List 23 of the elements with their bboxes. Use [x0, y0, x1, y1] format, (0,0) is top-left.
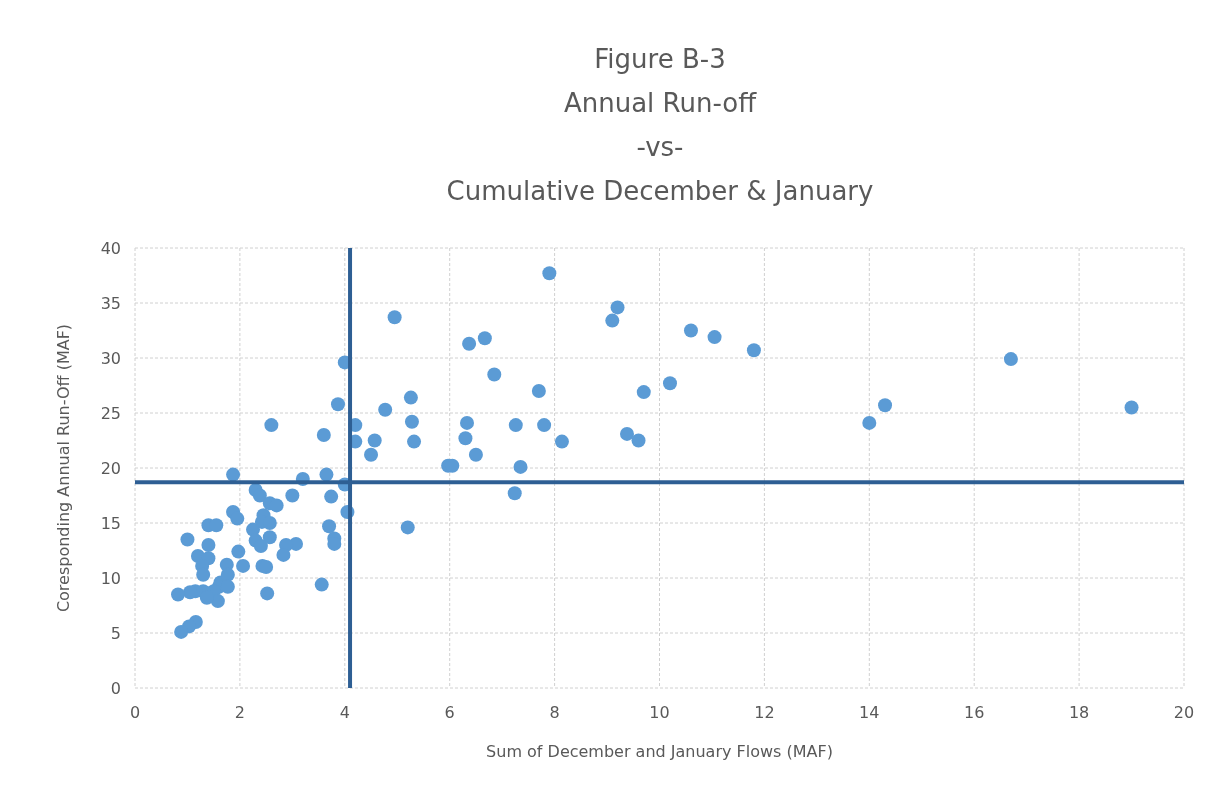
- y-tick-label: 30: [100, 348, 121, 368]
- y-tick-label: 35: [100, 293, 121, 313]
- y-tick-label: 15: [100, 513, 121, 533]
- y-tick-label: 40: [100, 238, 121, 258]
- x-tick-label: 18: [1068, 703, 1090, 722]
- y-tick-label: 20: [100, 458, 121, 478]
- x-tick-label: 10: [649, 703, 670, 722]
- x-tick-label: 8: [549, 703, 560, 722]
- x-axis-title: Sum of December and January Flows (MAF): [486, 742, 833, 761]
- x-tick-label: 20: [1173, 703, 1195, 722]
- chart-title: Figure B-3 Annual Run-off -vs- Cumulative December & January: [446, 44, 874, 206]
- y-axis-title: Coresponding Annual Run-Off (MAF): [54, 323, 73, 613]
- x-tick-label: 0: [129, 703, 141, 722]
- x-tick-label: 12: [754, 703, 775, 722]
- y-tick-label: 25: [100, 403, 121, 423]
- x-tick-label: 6: [444, 703, 455, 722]
- x-tick-label: 14: [859, 703, 880, 722]
- y-tick-label: 5: [110, 623, 121, 643]
- x-tick-label: 16: [964, 703, 985, 722]
- y-tick-label: 0: [110, 678, 121, 698]
- x-tick-label: 2: [234, 703, 245, 722]
- x-tick-label: 4: [339, 703, 350, 722]
- y-tick-label: 10: [100, 568, 121, 588]
